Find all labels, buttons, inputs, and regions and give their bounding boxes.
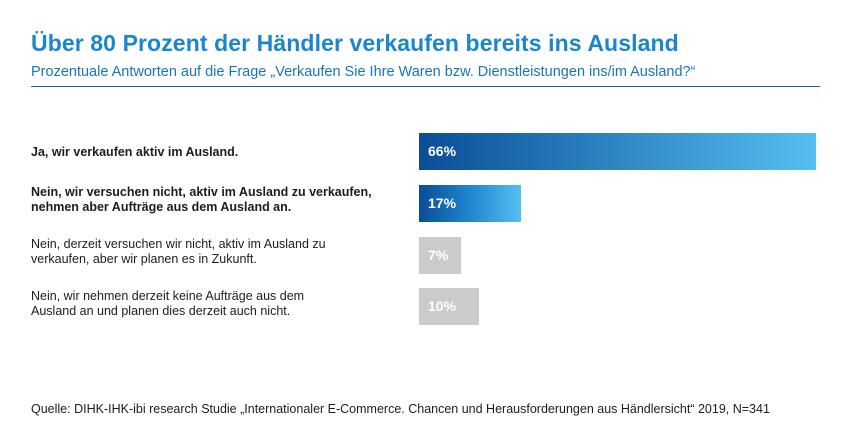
data-label: 10%	[428, 298, 457, 314]
category-label: Nein, derzeit versuchen wir nicht, aktiv…	[31, 237, 326, 266]
category-label: Ja, wir verkaufen aktiv im Ausland.	[31, 145, 239, 159]
header-divider	[31, 86, 820, 87]
data-label: 17%	[428, 195, 457, 211]
data-label: 7%	[428, 247, 449, 263]
source-note: Quelle: DIHK-IHK-ibi research Studie „In…	[31, 402, 770, 416]
bar: 7%	[419, 237, 461, 274]
data-label: 66%	[428, 143, 457, 159]
bar: 66%	[419, 133, 816, 170]
category-label: Nein, wir nehmen derzeit keine Aufträge …	[31, 289, 305, 318]
bar: 10%	[419, 288, 479, 325]
category-label: Nein, wir versuchen nicht, aktiv im Ausl…	[31, 185, 372, 214]
chart-title: Über 80 Prozent der Händler verkaufen be…	[31, 30, 679, 56]
chart-subtitle: Prozentuale Antworten auf die Frage „Ver…	[31, 64, 696, 80]
bar: 17%	[419, 185, 521, 222]
